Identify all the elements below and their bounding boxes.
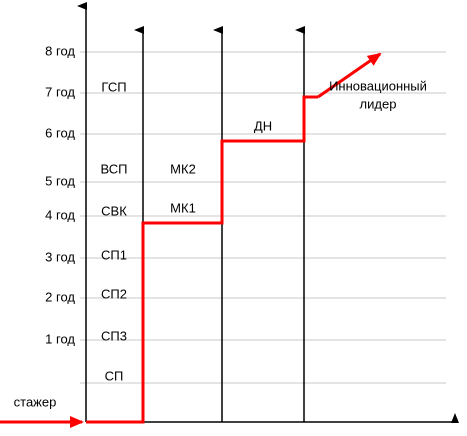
year-label: 2 год xyxy=(45,289,75,304)
position-label: ГСП xyxy=(101,79,126,94)
grid-lines xyxy=(80,51,446,384)
position-label: СП xyxy=(105,368,124,383)
year-label: 7 год xyxy=(45,84,75,99)
position-label: ДН xyxy=(254,118,272,133)
year-label: 8 год xyxy=(45,43,75,58)
career-path xyxy=(0,52,382,428)
year-label: 6 год xyxy=(45,125,75,140)
position-label: МК2 xyxy=(170,161,196,176)
year-label: 4 год xyxy=(45,207,75,222)
leader-label: лидер xyxy=(360,96,397,111)
leader-label: Инновационный xyxy=(329,78,427,93)
position-label: СП2 xyxy=(101,286,127,301)
axis-labels: 8 год 7 год 6 год 5 год 4 год 3 год 2 го… xyxy=(45,43,75,346)
position-label: МК1 xyxy=(170,200,196,215)
axes xyxy=(77,2,459,423)
column-labels: ГСП ВСП СВК СП1 СП2 СП3 СП МК2 МК1 ДН Ин… xyxy=(14,78,427,409)
year-label: 3 год xyxy=(45,249,75,264)
position-label: СП3 xyxy=(101,328,127,343)
position-label: ВСП xyxy=(101,161,128,176)
position-label: СВК xyxy=(101,203,127,218)
year-label: 5 год xyxy=(45,173,75,188)
position-label: СП1 xyxy=(101,247,127,262)
start-label: стажер xyxy=(14,394,57,409)
year-label: 1 год xyxy=(45,331,75,346)
